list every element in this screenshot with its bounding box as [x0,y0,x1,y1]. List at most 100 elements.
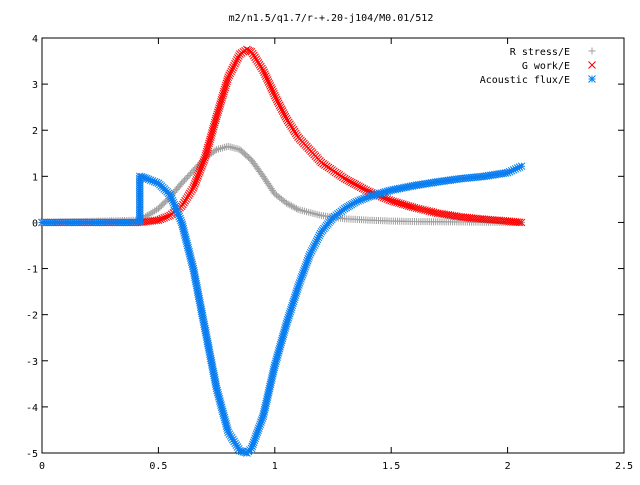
data-point [292,287,301,295]
legend-marker [588,75,596,83]
data-point [216,399,225,407]
data-point [213,388,222,397]
data-point [226,69,235,78]
data-point [182,237,191,246]
data-point [358,195,366,204]
data-point [277,336,286,345]
data-point [230,61,238,70]
data-point [371,190,380,199]
data-point [183,239,191,248]
data-point [298,271,307,279]
data-point [306,248,315,257]
data-point [237,447,246,456]
data-point [385,186,394,195]
data-point [293,285,302,293]
data-point [219,409,228,418]
data-point [276,340,285,349]
data-point [275,344,284,353]
data-point [283,315,292,324]
data-point [156,203,164,211]
data-point [233,56,241,64]
data-point [181,233,190,241]
data-point [275,347,283,355]
x-tick-label: 1.5 [382,461,400,472]
data-point [176,216,185,225]
data-point [241,448,249,457]
y-tick-label: 0 [32,218,38,229]
data-point [231,59,239,68]
data-point [309,243,318,251]
legend-label: Acoustic flux/E [480,75,570,86]
data-point [294,283,302,291]
data-point [247,444,256,453]
data-point [142,174,151,183]
data-point [221,415,229,424]
x-tick-label: 2 [505,461,511,472]
data-point [273,351,282,359]
data-point [311,239,320,248]
data-point [166,190,174,199]
data-point [222,420,230,428]
data-point [193,174,202,182]
data-point [308,245,317,253]
y-tick-label: 4 [32,34,38,45]
legend: R stress/E G work/E Acoustic flux/E [480,47,596,86]
data-point [218,405,226,414]
data-point [349,179,358,188]
data-point [154,216,163,224]
data-point [185,250,194,258]
data-point [146,176,155,185]
data-point [228,143,236,151]
data-point [211,147,219,155]
data-point [310,241,319,249]
data-point [183,241,192,250]
data-point [267,185,275,193]
data-point [180,229,189,237]
data-point [354,197,363,205]
data-point [267,83,276,92]
data-point [285,311,293,320]
data-point [179,224,188,233]
data-point [228,65,236,74]
data-point [270,91,279,100]
data-point [272,355,281,364]
data-point [511,165,520,173]
data-point [258,414,267,422]
data-point [191,178,200,186]
data-point [273,97,282,106]
data-point [157,202,165,210]
data-point [219,411,228,420]
data-point [249,440,257,449]
data-point [184,173,191,181]
data-point [301,262,310,271]
data-point [178,179,186,187]
data-point [264,78,273,86]
chart-title: m2/n1.5/q1.7/r-+.20-j104/M0.01/512 [229,13,434,24]
data-point [257,418,265,427]
data-point [362,193,370,202]
data-point [271,93,280,102]
x-tick-label: 1 [272,461,278,472]
data-point [261,72,270,80]
data-point [302,260,310,269]
data-point [252,430,261,439]
data-point [252,432,260,441]
data-point [139,173,148,182]
data-point [316,229,325,238]
series-2 [38,162,526,457]
data-point [181,231,189,239]
data-point [137,173,146,181]
data-point [346,177,354,186]
data-point [356,196,365,205]
data-point [360,194,368,203]
data-point [160,199,168,207]
data-point [234,145,242,153]
data-point [198,162,206,170]
data-point [503,168,512,177]
data-point [189,184,198,192]
data-point [141,174,149,182]
data-point [239,447,248,456]
data-point [184,245,193,254]
data-point [282,322,290,330]
data-point [154,205,162,213]
